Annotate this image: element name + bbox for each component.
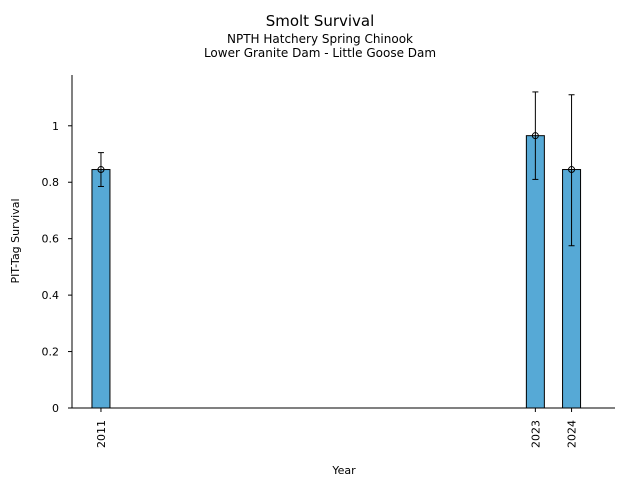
x-tick-label: 2024 (566, 420, 579, 448)
chart-subtitle-line-1: NPTH Hatchery Spring Chinook (227, 32, 413, 46)
y-tick-label: 0 (52, 402, 59, 415)
y-tick-label: 1 (52, 120, 59, 133)
y-tick-label: 0.8 (42, 176, 60, 189)
chart-title: Smolt Survival (265, 12, 375, 30)
bar-2011 (91, 169, 111, 409)
x-axis-label: Year (331, 464, 356, 477)
x-tick-label: 2011 (95, 420, 108, 448)
bars (91, 135, 582, 409)
estimate-marker (531, 132, 539, 140)
y-tick-label: 0.6 (42, 233, 60, 246)
chart-subtitle-line-2: Lower Granite Dam - Little Goose Dam (203, 46, 437, 60)
x-ticks: 2011 2023 2024 (95, 408, 579, 448)
estimate-marker (568, 166, 576, 174)
axes (71, 75, 615, 409)
y-ticks: 0 0.2 0.4 0.6 0.8 1 (42, 120, 72, 415)
y-tick-label: 0.2 (42, 346, 60, 359)
y-tick-label: 0.4 (42, 289, 60, 302)
x-tick-label: 2023 (529, 420, 542, 448)
estimate-marker (97, 166, 105, 174)
error-bars (97, 91, 576, 247)
y-axis-label: PIT-Tag Survival (9, 198, 22, 283)
